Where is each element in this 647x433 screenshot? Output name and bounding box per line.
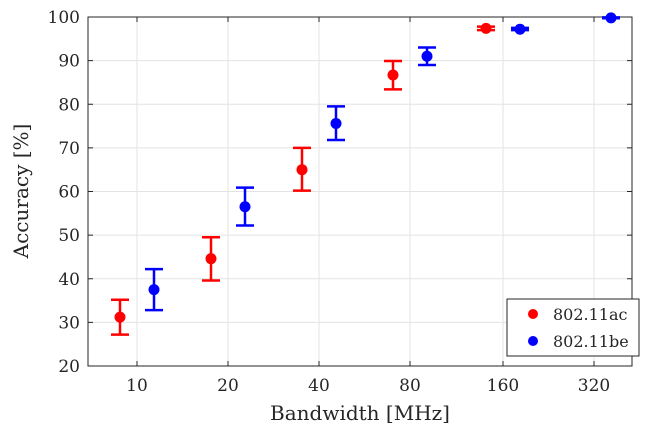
y-tick-label: 100 bbox=[48, 8, 80, 28]
series-802-11be bbox=[145, 12, 620, 312]
x-tick-label: 320 bbox=[578, 376, 610, 396]
data-point bbox=[148, 284, 160, 296]
data-point bbox=[239, 201, 251, 213]
y-tick-label: 30 bbox=[58, 313, 80, 333]
data-point bbox=[480, 22, 492, 34]
x-tick-label: 10 bbox=[126, 376, 148, 396]
y-tick-label: 90 bbox=[58, 52, 80, 72]
data-point bbox=[387, 69, 399, 81]
data-point bbox=[514, 23, 526, 35]
legend-label-802-11be: 802.11be bbox=[553, 332, 629, 351]
legend-label-802-11ac: 802.11ac bbox=[553, 305, 628, 324]
data-point bbox=[605, 12, 617, 24]
data-point bbox=[330, 117, 342, 129]
series-802-11ac bbox=[111, 22, 495, 336]
legend-marker-802-11ac bbox=[528, 309, 538, 319]
x-tick-label: 80 bbox=[399, 376, 421, 396]
y-axis-label: Accuracy [%] bbox=[9, 124, 33, 260]
y-tick-label: 60 bbox=[58, 183, 80, 203]
y-tick-label: 70 bbox=[58, 139, 80, 159]
y-tick-label: 20 bbox=[58, 357, 80, 377]
data-point bbox=[296, 164, 308, 176]
data-point bbox=[421, 50, 433, 62]
data-point bbox=[114, 311, 126, 323]
x-axis-label: Bandwidth [MHz] bbox=[270, 401, 450, 425]
y-tick-label: 50 bbox=[58, 226, 80, 246]
legend-marker-802-11be bbox=[528, 336, 538, 346]
axis-ticks: 20 30 40 50 60 70 80 90 100 10 20 40 80 160 320 bbox=[48, 8, 632, 396]
x-tick-label: 160 bbox=[487, 376, 519, 396]
x-tick-label: 20 bbox=[217, 376, 239, 396]
series-layer bbox=[111, 12, 620, 336]
y-tick-label: 40 bbox=[58, 270, 80, 290]
legend-box bbox=[506, 298, 640, 357]
legend: 802.11ac 802.11be bbox=[506, 298, 640, 357]
data-point bbox=[205, 253, 217, 265]
x-tick-label: 40 bbox=[308, 376, 330, 396]
y-tick-label: 80 bbox=[58, 95, 80, 115]
